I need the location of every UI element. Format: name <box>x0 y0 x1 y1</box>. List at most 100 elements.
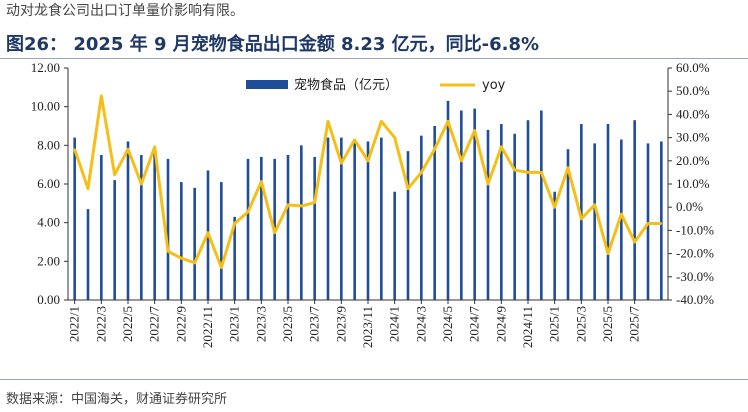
bar <box>300 145 303 300</box>
y-right-tick-label: 40.0% <box>676 106 710 121</box>
x-tick-label: 2022/9 <box>173 306 188 342</box>
x-tick-label: 2023/1 <box>227 306 242 342</box>
y-left-tick-label: 4.00 <box>37 215 60 230</box>
bar <box>86 209 90 300</box>
yoy-point <box>473 129 476 132</box>
bar <box>500 124 503 300</box>
yoy-point <box>193 261 196 264</box>
yoy-point <box>207 231 209 234</box>
bar <box>233 216 236 300</box>
bar <box>486 129 490 300</box>
yoy-point <box>313 201 316 204</box>
yoy-point <box>340 162 343 165</box>
x-tick-label: 2022/1 <box>67 306 82 342</box>
yoy-point <box>220 266 223 269</box>
footer-divider <box>0 379 748 380</box>
yoy-point <box>620 213 623 216</box>
bar <box>166 158 170 300</box>
yoy-point <box>260 180 263 183</box>
bar <box>473 108 476 300</box>
y-right-tick-label: 60.0% <box>676 60 710 75</box>
yoy-point <box>153 145 156 148</box>
bar <box>73 137 76 300</box>
y-right-tick-label: -40.0% <box>676 292 714 307</box>
y-right-tick-label: 10.0% <box>676 176 710 191</box>
bar <box>406 151 410 300</box>
yoy-point <box>647 222 649 225</box>
yoy-point <box>393 136 396 139</box>
yoy-point <box>167 250 169 253</box>
yoy-point <box>460 159 463 162</box>
bar <box>366 141 370 300</box>
bar <box>580 124 583 300</box>
x-tick-label: 2024/5 <box>440 306 455 342</box>
source-note: 数据来源：中国海关，财通证券研究所 <box>6 392 228 407</box>
bar <box>633 120 636 300</box>
yoy-point <box>300 205 303 207</box>
bar <box>246 158 250 300</box>
legend-line-label: yoy <box>482 78 506 93</box>
bar <box>326 137 330 300</box>
yoy-point <box>420 171 423 174</box>
yoy-point <box>407 187 409 190</box>
yoy-point <box>73 148 76 151</box>
y-right-tick-label: -20.0% <box>676 246 714 261</box>
y-left-tick-label: 10.00 <box>31 99 60 114</box>
bar <box>593 143 596 300</box>
x-tick-label: 2024/9 <box>493 306 508 342</box>
bar <box>313 156 316 300</box>
bar <box>286 155 290 300</box>
y-left-tick-label: 6.00 <box>37 176 60 191</box>
bar <box>606 124 610 300</box>
x-tick-label: 2025/7 <box>627 306 642 343</box>
x-tick-label: 2024/11 <box>520 306 535 348</box>
bar <box>553 191 556 300</box>
yoy-point <box>140 183 143 185</box>
x-tick-label: 2024/7 <box>467 306 482 343</box>
yoy-point <box>113 173 116 176</box>
yoy-point <box>127 148 129 151</box>
x-tick-label: 2023/9 <box>333 306 348 342</box>
y-right-tick-label: -30.0% <box>676 269 714 284</box>
yoy-point <box>353 139 356 141</box>
bar <box>393 191 396 300</box>
yoy-point <box>233 222 236 225</box>
yoy-point <box>660 222 663 225</box>
x-tick-label: 2022/7 <box>147 306 162 343</box>
yoy-point <box>247 210 249 213</box>
legend-bar-swatch <box>246 80 288 89</box>
yoy-point <box>327 120 329 123</box>
x-tick-label: 2023/3 <box>253 306 268 342</box>
legend-bar-label: 宠物食品（亿元） <box>294 77 398 93</box>
yoy-point <box>607 252 609 255</box>
y-left-tick-label: 0.00 <box>37 292 60 307</box>
figure-title: 图26： 2025 年 9 月宠物食品出口金额 8.23 亿元，同比-6.8% <box>6 34 540 55</box>
bar <box>113 180 116 300</box>
bar <box>513 133 516 300</box>
y-left-tick-label: 12.00 <box>31 60 60 75</box>
yoy-point <box>287 203 289 206</box>
y-right-tick-label: 50.0% <box>676 83 710 98</box>
bar <box>140 155 143 300</box>
x-tick-label: 2024/3 <box>413 306 428 342</box>
yoy-point <box>87 187 89 190</box>
yoy-point <box>180 257 183 260</box>
yoy-point <box>447 120 449 123</box>
bar <box>446 100 450 301</box>
yoy-point <box>633 241 636 243</box>
x-tick-label: 2025/1 <box>547 306 562 342</box>
yoy-point <box>553 206 556 209</box>
y-right-tick-label: -10.0% <box>676 222 714 237</box>
yoy-point <box>513 169 516 171</box>
bar <box>180 182 183 300</box>
x-tick-label: 2023/7 <box>307 306 322 343</box>
bar <box>566 149 570 300</box>
y-right-tick-label: 20.0% <box>676 153 710 168</box>
bar <box>660 141 663 300</box>
bar <box>220 182 223 300</box>
bar <box>646 143 650 300</box>
title-divider <box>0 58 748 59</box>
yoy-point <box>100 94 103 97</box>
x-tick-label: 2023/5 <box>280 306 295 342</box>
bar <box>100 155 103 300</box>
